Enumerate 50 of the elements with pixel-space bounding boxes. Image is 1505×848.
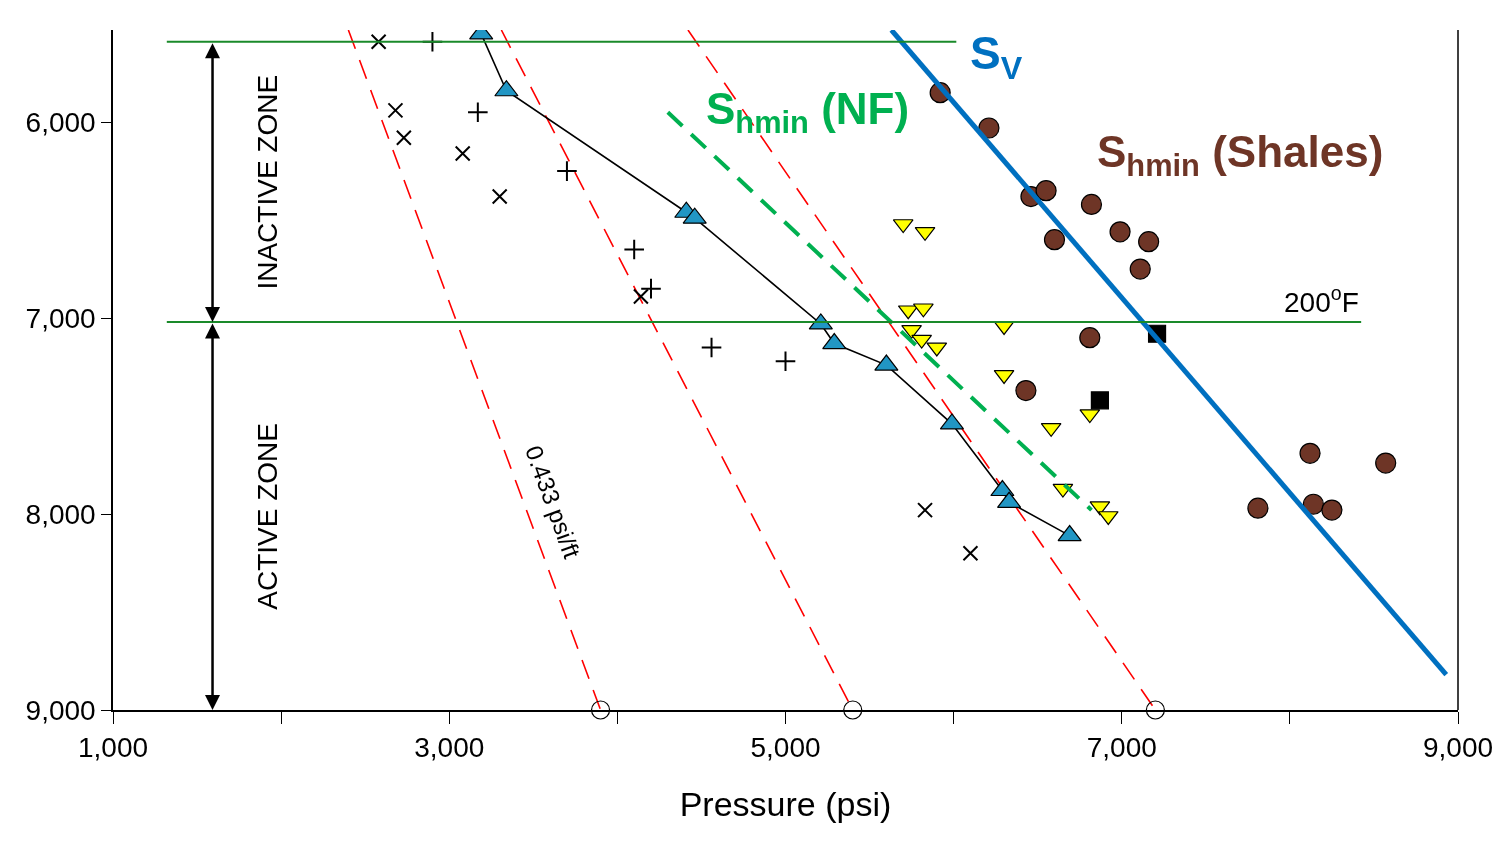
x-tick-label: 5,000	[750, 732, 821, 764]
point	[556, 160, 578, 182]
point	[590, 700, 611, 720]
y-tick-label: 9,000	[25, 694, 96, 726]
point	[1079, 327, 1101, 349]
point	[1302, 493, 1325, 515]
point	[1129, 258, 1151, 280]
point	[774, 350, 797, 372]
point	[395, 129, 412, 146]
x-tick-label: 3,000	[414, 732, 485, 764]
annotation: 0.433 psi/ft	[520, 442, 586, 562]
point	[632, 288, 649, 305]
point	[1321, 499, 1343, 521]
y-tick-label: 6,000	[25, 106, 96, 138]
ref-line-label: 200$^{o}$F	[1284, 282, 1359, 318]
point	[1138, 231, 1160, 253]
point	[700, 336, 723, 359]
y-tick-label: 7,000	[25, 302, 96, 334]
point	[1080, 193, 1103, 215]
series-label: S$_{V}$	[970, 27, 1023, 86]
series-label: S$_{hmin}$ (NF)	[706, 84, 910, 141]
x-tick-label: 7,000	[1086, 732, 1157, 764]
point	[978, 117, 1000, 139]
x-axis-title: Pressure (psi)	[679, 785, 892, 824]
point	[387, 102, 404, 119]
point	[843, 700, 863, 720]
point	[1043, 229, 1066, 251]
point	[1145, 700, 1165, 720]
x-tick-label: 9,000	[1422, 732, 1494, 764]
point	[1247, 497, 1269, 519]
point	[1035, 180, 1057, 202]
point	[623, 238, 645, 261]
series-label: S$_{hmin}$ (Shales)	[1097, 127, 1384, 184]
x-tick-label: 1,000	[77, 732, 149, 764]
point	[962, 545, 979, 562]
point	[1375, 452, 1397, 474]
y-tick-label: 8,000	[25, 498, 96, 530]
point	[1299, 442, 1321, 464]
annotation: ACTIVE ZONE	[251, 422, 283, 610]
point	[370, 33, 387, 50]
point	[467, 101, 489, 124]
point	[491, 188, 508, 205]
point	[454, 145, 471, 162]
point	[917, 502, 934, 519]
point	[640, 277, 662, 300]
annotation: INACTIVE ZONE	[251, 74, 283, 290]
point	[1015, 379, 1037, 402]
point	[1109, 221, 1131, 243]
point	[901, 324, 922, 339]
point	[1090, 391, 1109, 410]
